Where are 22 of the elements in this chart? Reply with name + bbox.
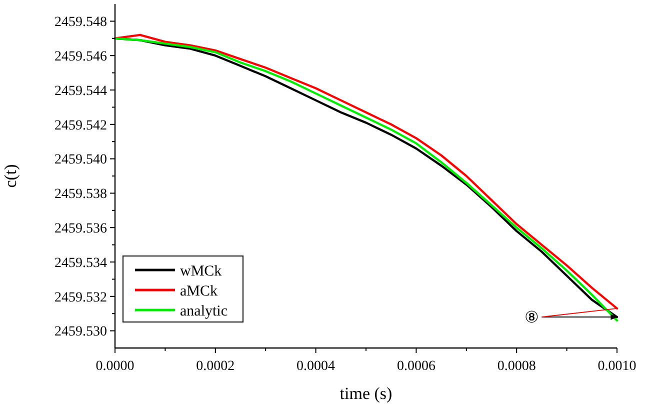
x-tick-label: 0.0000 xyxy=(96,359,134,374)
legend-label: aMCk xyxy=(180,283,218,300)
y-tick-label: 2459.538 xyxy=(54,187,107,202)
x-tick-label: 0.0004 xyxy=(296,359,336,374)
legend-label: wMCk xyxy=(180,263,222,280)
y-tick-label: 2459.542 xyxy=(54,118,107,134)
y-tick-label: 2459.530 xyxy=(54,324,107,340)
x-tick-label: 0.0002 xyxy=(196,359,235,374)
x-tick-label: 0.0006 xyxy=(396,359,436,374)
y-tick-label: 2459.544 xyxy=(54,84,107,99)
legend-label: analytic xyxy=(180,303,228,320)
x-tick-label: 0.0008 xyxy=(497,359,536,374)
y-tick-label: 2459.546 xyxy=(54,50,107,64)
y-tick-label: 2459.540 xyxy=(54,152,107,168)
y-axis-title: c(t) xyxy=(1,164,20,188)
x-axis-title: time (s) xyxy=(340,384,392,403)
y-tick-label: 2459.536 xyxy=(54,222,107,236)
y-tick-label: 2459.534 xyxy=(54,256,107,271)
x-tick-label: 0.0010 xyxy=(598,359,636,374)
y-tick-label: 2459.548 xyxy=(54,15,107,30)
annotation: ⑧ xyxy=(524,310,539,327)
y-tick-label: 2459.532 xyxy=(54,290,107,306)
